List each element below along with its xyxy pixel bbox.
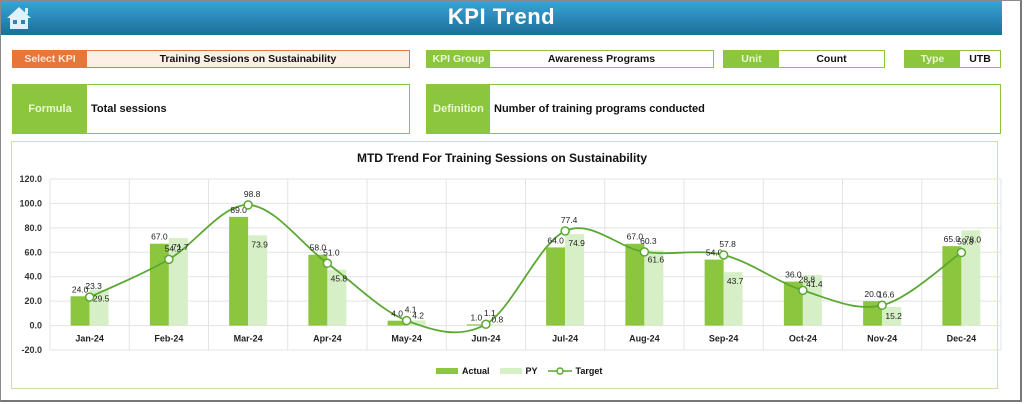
svg-text:45.8: 45.8 — [331, 274, 348, 284]
svg-text:1.0: 1.0 — [470, 312, 482, 322]
header-bar: KPI Trend — [1, 1, 1002, 35]
svg-text:28.8: 28.8 — [799, 274, 816, 284]
select-kpi-label: Select KPI — [13, 51, 87, 67]
type-field: Type UTB — [904, 50, 1001, 68]
unit-value: Count — [779, 51, 884, 67]
svg-text:59.8: 59.8 — [957, 237, 974, 247]
svg-text:64.0: 64.0 — [547, 235, 564, 245]
home-icon[interactable] — [5, 5, 33, 31]
svg-text:Feb-24: Feb-24 — [154, 334, 183, 344]
legend-target[interactable]: Target — [547, 366, 602, 376]
target-line-marker-icon — [547, 367, 572, 375]
formula-label: Formula — [13, 85, 87, 133]
svg-text:54.2: 54.2 — [165, 243, 182, 253]
svg-text:Oct-24: Oct-24 — [789, 334, 817, 344]
py-swatch-icon — [499, 368, 522, 374]
svg-text:Jun-24: Jun-24 — [471, 334, 500, 344]
svg-text:60.3: 60.3 — [640, 236, 657, 246]
svg-text:73.9: 73.9 — [251, 239, 268, 249]
svg-text:Jan-24: Jan-24 — [75, 334, 104, 344]
svg-text:51.0: 51.0 — [323, 247, 340, 257]
legend-py[interactable]: PY — [499, 366, 538, 376]
kpi-group-field: KPI Group Awareness Programs — [426, 50, 714, 68]
svg-text:15.2: 15.2 — [885, 311, 902, 321]
svg-text:0.0: 0.0 — [29, 321, 42, 331]
svg-text:60.0: 60.0 — [24, 247, 42, 257]
svg-text:80.0: 80.0 — [24, 223, 42, 233]
svg-text:41.4: 41.4 — [806, 279, 823, 289]
svg-text:77.4: 77.4 — [561, 215, 578, 225]
formula-value: Total sessions — [91, 103, 167, 115]
svg-text:29.5: 29.5 — [93, 294, 110, 304]
formula-box: Formula Total sessions — [12, 84, 410, 134]
svg-text:23.3: 23.3 — [85, 281, 102, 291]
svg-text:4.0: 4.0 — [391, 309, 403, 319]
actual-swatch-icon — [436, 368, 458, 374]
select-kpi-dropdown[interactable]: Select KPI Training Sessions on Sustaina… — [12, 50, 410, 68]
svg-text:61.6: 61.6 — [648, 254, 665, 264]
svg-text:-20.0: -20.0 — [21, 345, 42, 355]
svg-text:Nov-24: Nov-24 — [867, 334, 897, 344]
kpi-group-label: KPI Group — [427, 51, 490, 67]
definition-value: Number of training programs conducted — [494, 103, 705, 115]
svg-text:20.0: 20.0 — [24, 296, 42, 306]
svg-text:4.2: 4.2 — [412, 310, 424, 320]
svg-text:4.1: 4.1 — [405, 305, 417, 315]
svg-text:Apr-24: Apr-24 — [313, 334, 342, 344]
svg-text:65.0: 65.0 — [944, 234, 961, 244]
kpi-group-value: Awareness Programs — [490, 51, 713, 67]
svg-text:36.0: 36.0 — [785, 270, 802, 280]
unit-field: Unit Count — [723, 50, 885, 68]
unit-label: Unit — [724, 51, 779, 67]
chart-legend: Actual PY Target — [436, 366, 602, 376]
svg-text:98.8: 98.8 — [244, 189, 261, 199]
chart-container — [11, 141, 998, 389]
svg-text:58.0: 58.0 — [310, 243, 327, 253]
definition-label: Definition — [427, 85, 490, 133]
svg-text:100.0: 100.0 — [19, 198, 42, 208]
svg-text:Sep-24: Sep-24 — [709, 334, 739, 344]
svg-text:67.0: 67.0 — [151, 232, 168, 242]
svg-text:71.7: 71.7 — [172, 242, 189, 252]
svg-text:24.0: 24.0 — [72, 284, 89, 294]
svg-text:120.0: 120.0 — [19, 174, 42, 184]
type-value: UTB — [960, 51, 1000, 67]
svg-text:89.0: 89.0 — [230, 205, 247, 215]
svg-text:74.9: 74.9 — [568, 238, 585, 248]
svg-text:43.7: 43.7 — [727, 276, 744, 286]
svg-text:Mar-24: Mar-24 — [234, 334, 263, 344]
svg-text:57.8: 57.8 — [719, 239, 736, 249]
svg-text:May-24: May-24 — [391, 334, 422, 344]
definition-box: Definition Number of training programs c… — [426, 84, 1001, 134]
svg-text:67.0: 67.0 — [627, 232, 644, 242]
page-title: KPI Trend — [447, 4, 556, 29]
type-label: Type — [905, 51, 960, 67]
svg-text:1.1: 1.1 — [484, 308, 496, 318]
svg-text:0.8: 0.8 — [491, 315, 503, 325]
svg-text:Dec-24: Dec-24 — [947, 334, 977, 344]
svg-text:Jul-24: Jul-24 — [552, 334, 578, 344]
select-kpi-value[interactable]: Training Sessions on Sustainability — [87, 51, 409, 67]
legend-actual[interactable]: Actual — [436, 366, 490, 376]
svg-text:40.0: 40.0 — [24, 272, 42, 282]
svg-text:20.0: 20.0 — [864, 289, 881, 299]
svg-text:78.0: 78.0 — [965, 234, 982, 244]
svg-text:16.6: 16.6 — [878, 289, 895, 299]
svg-text:Aug-24: Aug-24 — [629, 334, 660, 344]
chart-title: MTD Trend For Training Sessions on Susta… — [356, 151, 648, 165]
svg-text:54.0: 54.0 — [706, 248, 723, 258]
